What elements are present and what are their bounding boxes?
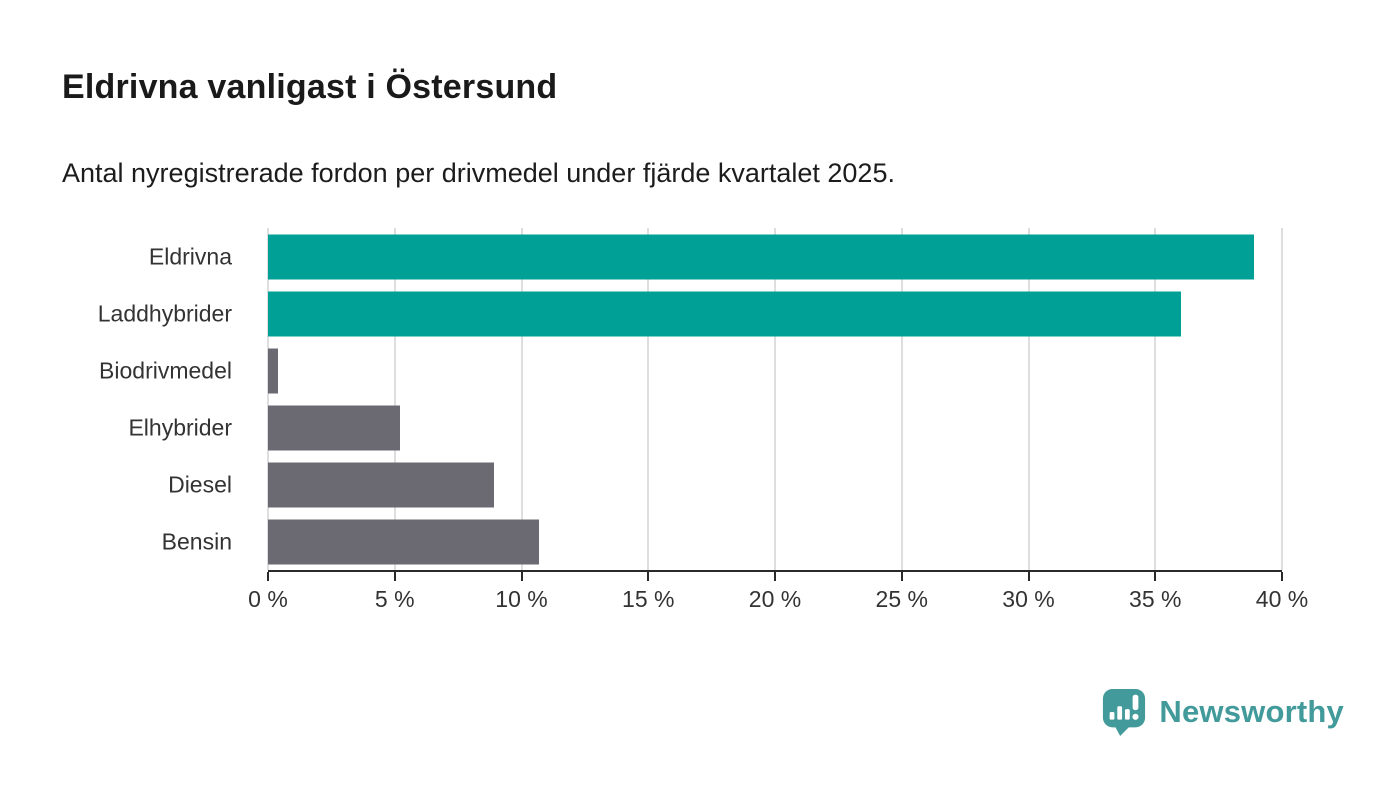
bar-bensin <box>268 519 540 564</box>
gridline <box>393 228 396 570</box>
y-axis-label-bensin: Bensin <box>161 528 232 554</box>
bar-elhybrider <box>268 405 400 450</box>
x-axis-tick-label: 20 % <box>748 586 802 612</box>
y-axis-label-diesel: Diesel <box>168 471 232 497</box>
x-axis-tick-label: 0 % <box>248 586 288 612</box>
x-axis-tick <box>393 572 396 581</box>
x-axis-tick <box>900 572 903 581</box>
gridline <box>1027 228 1030 570</box>
y-axis-label-elhybrider: Elhybrider <box>128 414 232 440</box>
y-axis-label-biodrivmedel: Biodrivmedel <box>99 357 232 383</box>
x-axis-tick-label: 5 % <box>374 586 415 612</box>
x-axis-tick-label: 30 % <box>1002 586 1055 612</box>
x-axis-tick <box>774 572 776 581</box>
gridline <box>1281 228 1283 570</box>
x-axis-tick <box>647 572 650 581</box>
y-axis-labels: Eldrivna Laddhybrider Biodrivmedel Elhybrid… <box>0 228 250 570</box>
newsworthy-bubble-chart-icon <box>1103 689 1146 736</box>
x-axis-tick <box>520 572 523 581</box>
newsworthy-wordmark: Newsworthy <box>1159 694 1344 729</box>
bar-diesel <box>268 462 494 507</box>
gridline <box>1154 228 1157 570</box>
bar-laddhybrider <box>268 291 1181 336</box>
gridline <box>267 228 269 570</box>
gridline <box>774 228 776 570</box>
x-axis: 0 % 5 % 10 % 15 % 20 % 25 % 30 % 35 % 40 % <box>248 572 1308 632</box>
x-axis-tick-label: 35 % <box>1129 586 1182 612</box>
x-axis-tick-label: 40 % <box>1255 586 1309 612</box>
x-axis-tick <box>1154 572 1157 581</box>
gridline <box>900 228 903 570</box>
x-axis-tick-label: 25 % <box>875 586 928 612</box>
x-axis-tick-label: 15 % <box>622 586 675 612</box>
bar-eldrivna <box>268 234 1255 279</box>
x-axis-tick <box>1281 572 1283 581</box>
chart-subtitle: Antal nyregistrerade fordon per drivmede… <box>62 158 895 188</box>
x-axis-tick <box>267 572 269 581</box>
x-axis-tick <box>1027 572 1030 581</box>
gridline <box>647 228 650 570</box>
plot-area <box>267 228 1283 572</box>
bar-biodrivmedel <box>268 348 279 393</box>
y-axis-label-laddhybrider: Laddhybrider <box>97 300 232 326</box>
y-axis-label-eldrivna: Eldrivna <box>148 243 232 269</box>
gridline <box>520 228 523 570</box>
newsworthy-logo: Newsworthy <box>1101 687 1344 737</box>
x-axis-tick-label: 10 % <box>495 586 548 612</box>
chart-title: Eldrivna vanligast i Östersund <box>62 68 558 106</box>
